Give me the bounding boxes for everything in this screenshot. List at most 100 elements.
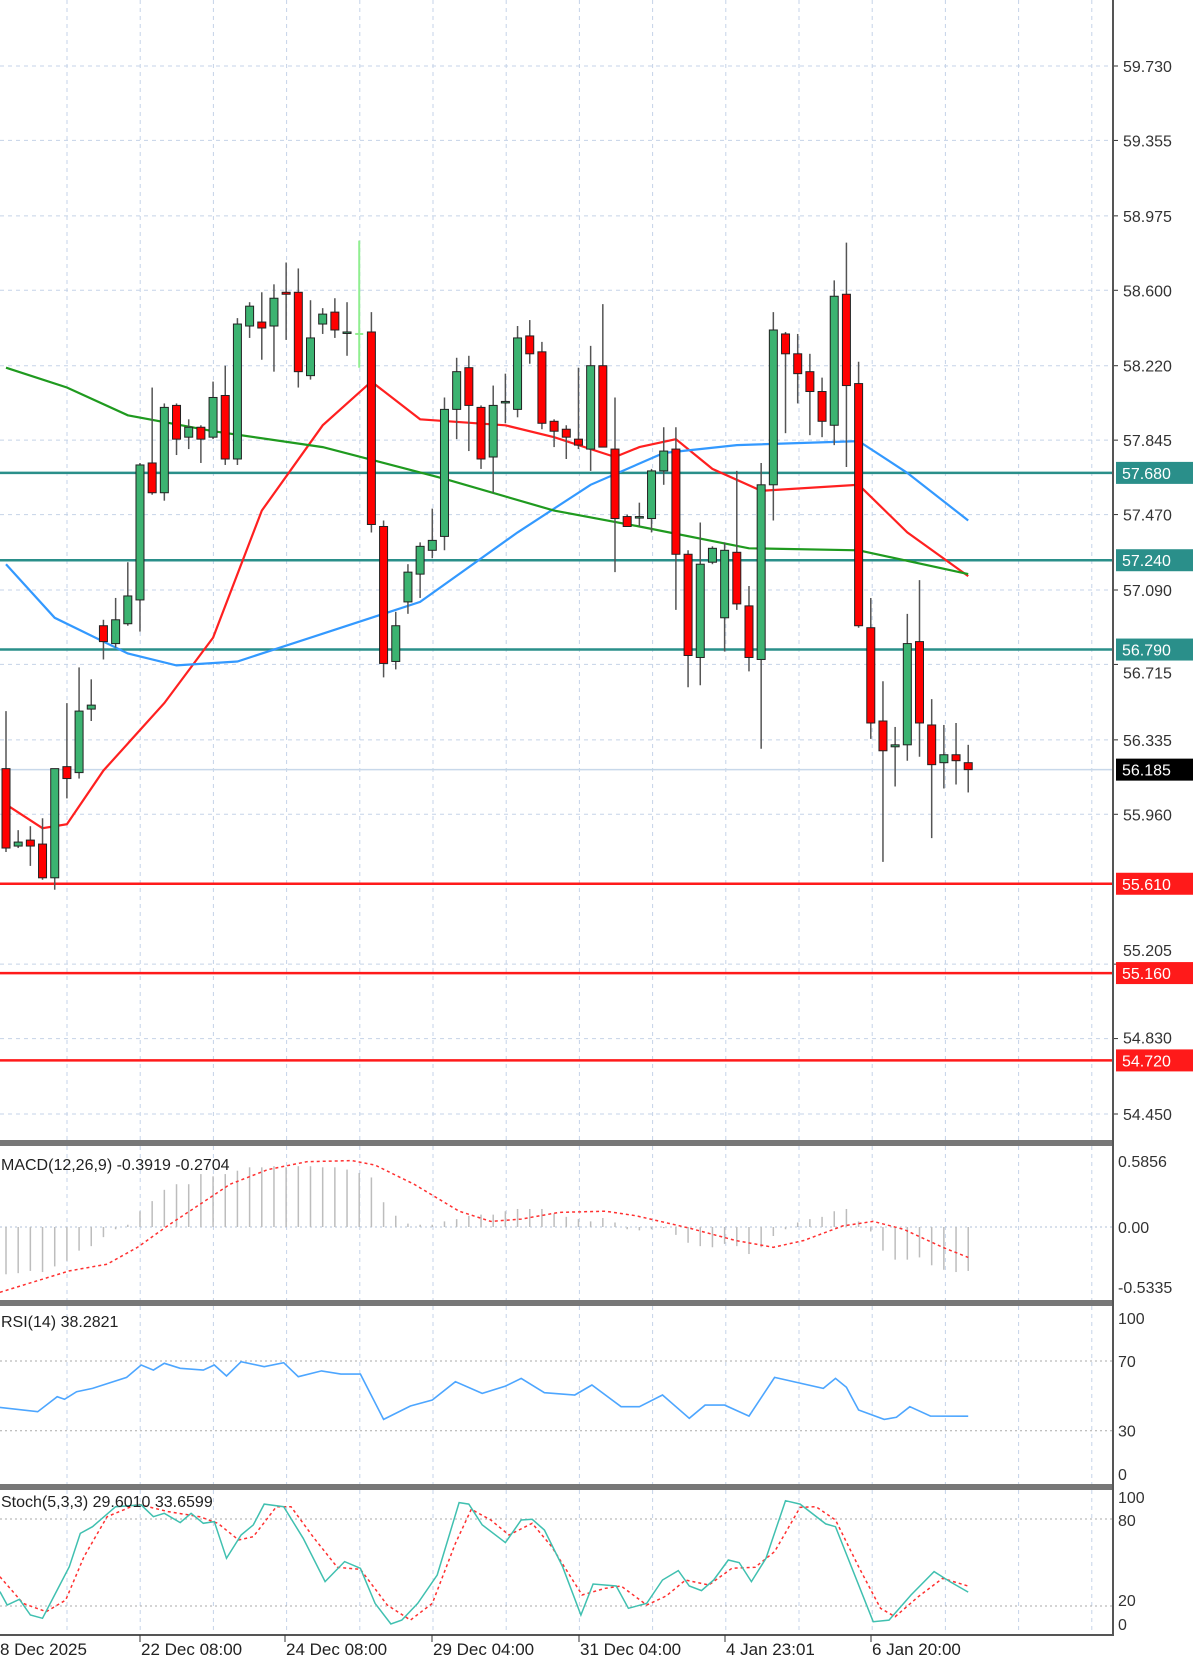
candle	[720, 542, 730, 652]
candle	[854, 361, 864, 628]
candle	[573, 367, 583, 450]
candle	[695, 522, 705, 686]
candle	[232, 318, 242, 465]
bull-candle-body	[586, 365, 596, 450]
bull-candle-body	[695, 563, 705, 658]
candle	[915, 580, 924, 757]
candle	[172, 403, 182, 456]
candle	[13, 830, 23, 849]
bull-candle-body	[245, 305, 255, 327]
bear-candle-body	[841, 293, 851, 387]
bear-candle-body	[793, 353, 803, 375]
bull-candle-body	[50, 768, 60, 879]
bear-candle-body	[1, 768, 11, 849]
candle	[208, 381, 218, 440]
bull-candle-body	[232, 323, 242, 460]
candle	[318, 308, 328, 334]
candle	[878, 681, 888, 862]
price-tick-label: 56.715	[1123, 666, 1172, 683]
candle	[111, 597, 121, 648]
rsi-tick-label: 70	[1118, 1354, 1136, 1371]
stoch-title: Stoch(5,3,3) 29.6010 33.6599	[1, 1494, 213, 1511]
rsi-line	[0, 1360, 969, 1421]
candle	[306, 300, 315, 380]
bull-candle-body	[415, 545, 425, 575]
date-label: 22 Dec 08:00	[141, 1640, 243, 1659]
candle	[817, 377, 827, 438]
stoch-tick-label: 100	[1118, 1490, 1145, 1507]
bull-candle-body	[306, 337, 315, 377]
price-tick-label: 54.830	[1123, 1030, 1172, 1047]
candle	[866, 597, 876, 739]
candle	[671, 427, 681, 610]
bear-candle-body	[598, 365, 608, 448]
price-tick-label: 55.960	[1123, 807, 1172, 824]
bear-candle-body	[537, 351, 547, 424]
candle	[476, 405, 486, 469]
bull-candle-body	[427, 539, 437, 551]
bear-candle-body	[805, 371, 815, 393]
date-label: 31 Dec 04:00	[580, 1640, 682, 1659]
candle	[829, 280, 839, 446]
candle	[805, 353, 815, 436]
candle	[452, 357, 462, 440]
candle	[841, 242, 851, 467]
price-tick-label: 56.335	[1123, 733, 1172, 750]
bull-candle-body	[439, 408, 449, 537]
candle	[1, 711, 11, 852]
price-tick-label: 54.450	[1123, 1107, 1172, 1124]
bear-candle-body	[671, 448, 681, 555]
candle	[355, 240, 364, 368]
candle	[634, 502, 644, 527]
bear-candle-body	[854, 383, 864, 627]
macd-tick-label: 0.00	[1118, 1220, 1149, 1237]
candle	[610, 397, 620, 573]
stochastic-panel: Stoch(5,3,3) 29.6010 33.6599 100 80 20 0	[0, 1490, 1145, 1634]
candle	[963, 744, 973, 793]
bear-candle-body	[683, 553, 693, 656]
bear-candle-body	[927, 724, 937, 766]
bull-candle-body	[659, 450, 669, 472]
candle	[366, 312, 376, 533]
bull-candle-body	[318, 313, 328, 325]
macd-title: MACD(12,26,9) -0.3919 -0.2704	[1, 1157, 230, 1174]
bull-candle-body	[707, 547, 717, 563]
bull-candle-body	[74, 710, 84, 774]
candle	[281, 262, 291, 340]
bear-candle-body	[963, 762, 973, 771]
bull-candle-body	[269, 297, 279, 327]
price-tick-label: 57.090	[1123, 583, 1172, 600]
bull-candle-body	[13, 841, 23, 847]
bear-candle-body	[915, 641, 924, 724]
date-label: 4 Jan 23:01	[726, 1640, 815, 1659]
stoch-main-line	[0, 1499, 969, 1625]
candle	[500, 373, 510, 424]
bear-candle-body	[732, 551, 742, 605]
bull-candle-body	[452, 371, 462, 410]
bear-candle-body	[866, 627, 876, 724]
bull-candle-body	[111, 619, 121, 645]
date-label: 6 Jan 20:00	[872, 1640, 961, 1659]
candle	[415, 542, 425, 598]
bear-candle-body	[38, 843, 48, 879]
candle	[86, 679, 96, 721]
macd-tick-label: 0.5856	[1118, 1154, 1167, 1171]
candle	[513, 326, 523, 418]
bull-candle-body	[500, 400, 510, 404]
bull-candle-body	[890, 744, 900, 748]
candle	[744, 586, 754, 672]
candle	[123, 562, 133, 626]
candle	[135, 462, 145, 632]
price-tick-label: 59.730	[1123, 59, 1172, 76]
level-label-box	[1116, 1049, 1193, 1072]
moving-average-line-1	[5, 439, 969, 667]
candle	[902, 613, 912, 761]
bear-candle-body	[293, 291, 303, 373]
candle	[781, 331, 791, 434]
bear-candle-body	[366, 331, 376, 525]
price-tick-label: 58.220	[1123, 359, 1172, 376]
candle	[586, 345, 596, 471]
level-label-box	[1116, 638, 1193, 661]
candle	[147, 387, 157, 495]
